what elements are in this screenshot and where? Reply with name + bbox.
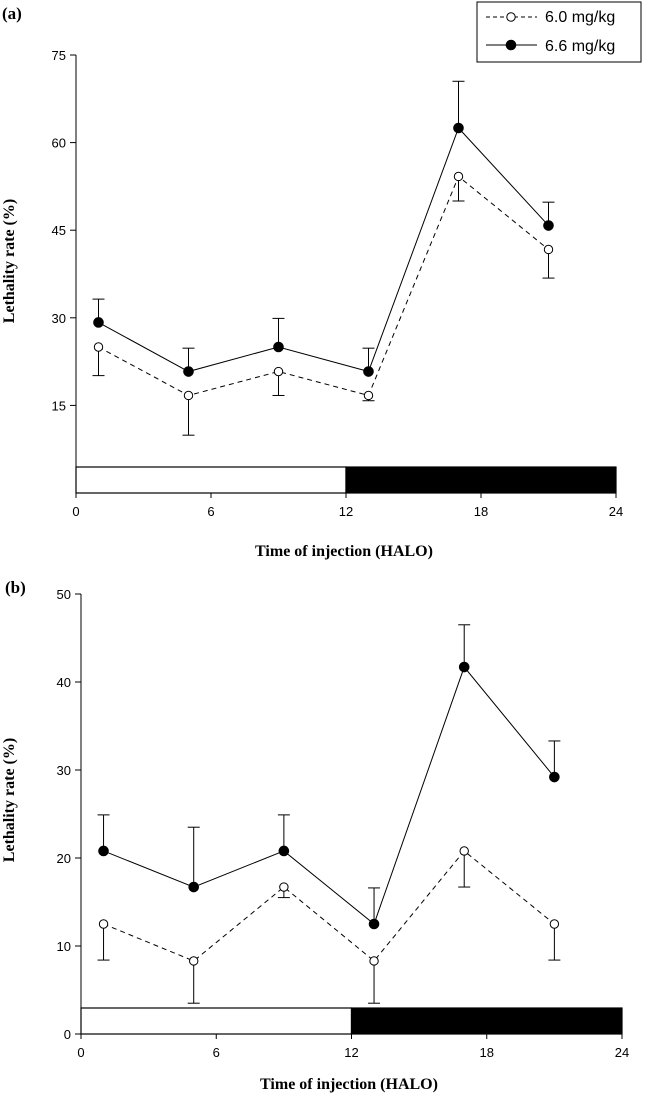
- x-tick-label: 12: [344, 1045, 358, 1060]
- series-line: [103, 666, 555, 925]
- y-tick-label: 60: [52, 136, 66, 151]
- series-6-6-mg-kg: [92, 80, 555, 377]
- x-tick-label: 18: [480, 1045, 494, 1060]
- data-point-open: [363, 390, 374, 401]
- data-point-filled: [453, 122, 464, 134]
- light-phase-bar: [75, 466, 347, 494]
- data-point-open: [189, 956, 199, 966]
- panel-label: (a): [2, 4, 22, 23]
- data-point-filled: [183, 366, 194, 377]
- legend: 6.0 mg/kg 6.6 mg/kg: [476, 1, 642, 63]
- data-point-filled: [458, 661, 470, 673]
- dark-phase-bar: [350, 1007, 623, 1035]
- data-point-filled: [98, 845, 109, 857]
- data-point-filled: [543, 220, 554, 231]
- x-tick-label: 24: [609, 504, 623, 519]
- x-tick-label: 12: [339, 504, 353, 519]
- series-6-0-mg-kg: [97, 846, 561, 1004]
- data-point-filled: [278, 845, 290, 857]
- y-axis-title: Lethality rate (%): [1, 738, 18, 862]
- y-tick-label: 10: [57, 939, 71, 954]
- y-tick-label: 50: [57, 587, 71, 602]
- data-point-filled: [549, 771, 560, 783]
- data-point-filled: [363, 366, 374, 377]
- data-point-open: [549, 919, 560, 929]
- y-axis-title: Lethality rate (%): [1, 199, 18, 323]
- series-6-6-mg-kg: [97, 624, 561, 930]
- light-phase-bar: [80, 1007, 353, 1035]
- x-tick-label: 24: [615, 1045, 629, 1060]
- x-tick-label: 6: [213, 1045, 220, 1060]
- series-line: [98, 127, 549, 373]
- legend-marker-6-0: [506, 12, 516, 22]
- data-point-open: [273, 366, 284, 377]
- y-tick-label: 0: [64, 1027, 71, 1042]
- y-tick-label: 15: [52, 398, 66, 413]
- data-point-filled: [368, 918, 380, 930]
- y-tick-label: 75: [52, 48, 66, 63]
- data-point-filled: [93, 317, 104, 328]
- data-point-filled: [188, 881, 200, 893]
- x-tick-label: 6: [207, 504, 214, 519]
- legend-box: [476, 1, 642, 63]
- data-point-open: [453, 171, 464, 182]
- y-tick-label: 20: [57, 851, 71, 866]
- data-point-open: [93, 342, 104, 352]
- legend-marker-6-6: [505, 39, 517, 51]
- data-point-open: [369, 956, 379, 966]
- data-point-open: [279, 882, 289, 892]
- x-axis-title: Time of injection (HALO): [260, 1076, 438, 1093]
- data-point-filled: [273, 341, 284, 353]
- data-point-open: [98, 919, 109, 929]
- x-tick-label: 18: [474, 504, 488, 519]
- legend-label-6-0: 6.0 mg/kg: [545, 9, 615, 26]
- series-6-0-mg-kg: [92, 171, 555, 436]
- x-tick-label: 0: [72, 504, 79, 519]
- x-axis-title: Time of injection (HALO): [255, 543, 433, 560]
- panel-label: (b): [5, 578, 26, 597]
- y-tick-label: 45: [52, 223, 66, 238]
- series-line: [98, 175, 549, 397]
- data-point-open: [183, 390, 194, 401]
- panel-a: (a) 15 30 45 60 75 0 6 12 18 24 Time of injection (…: [1, 4, 623, 560]
- legend-label-6-6: 6.6 mg/kg: [545, 38, 615, 55]
- data-point-open: [459, 846, 469, 856]
- y-tick-label: 30: [52, 311, 66, 326]
- x-tick-label: 0: [77, 1045, 84, 1060]
- panel-b: (b) 0 10 20 30 40 50 0 6 12 18 24 Time of injection …: [1, 578, 629, 1093]
- dark-phase-bar: [345, 466, 617, 494]
- series-line: [103, 850, 555, 962]
- y-tick-label: 40: [57, 675, 71, 690]
- data-point-open: [543, 244, 554, 255]
- y-tick-label: 30: [57, 763, 71, 778]
